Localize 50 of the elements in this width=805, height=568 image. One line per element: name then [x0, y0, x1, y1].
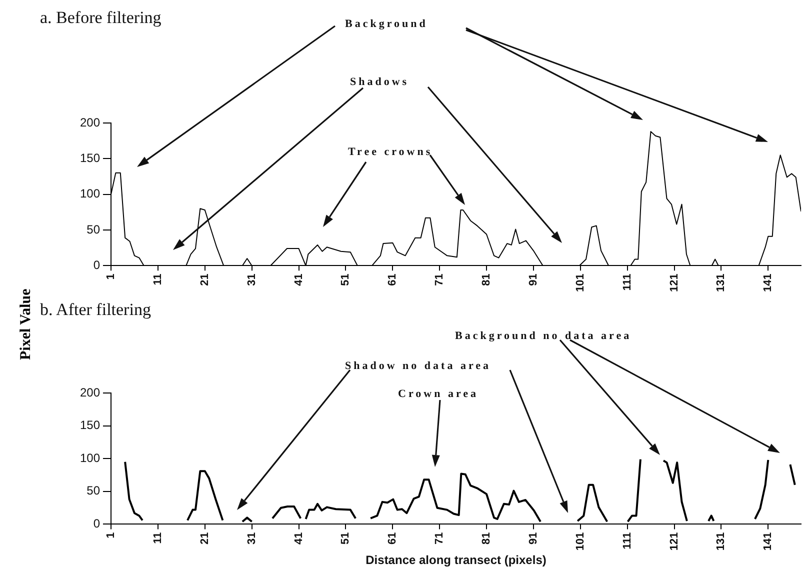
y-tick-label: 0: [93, 516, 100, 531]
y-tick-label: 150: [80, 418, 100, 432]
x-tick-label: 131: [715, 274, 728, 292]
x-tick-label: 71: [434, 532, 446, 544]
x-tick-label: 101: [574, 274, 586, 292]
y-tick-label: 100: [80, 186, 100, 201]
x-tick-label: 11: [152, 532, 164, 544]
x-tick-label: 91: [527, 274, 540, 286]
x-tick-label: 41: [292, 532, 305, 544]
x-axis-title: Distance along transect (pixels): [366, 553, 546, 568]
chart-title: b. After filtering: [40, 300, 151, 320]
x-tick-label: 121: [668, 532, 680, 551]
x-tick-label: 141: [762, 274, 774, 292]
y-tick-label: 200: [80, 115, 100, 130]
x-tick-label: 1: [105, 532, 118, 538]
x-tick-label: 101: [574, 532, 586, 551]
x-tick-label: 11: [152, 274, 164, 286]
x-tick-label: 71: [434, 274, 446, 286]
y-tick-label: 150: [80, 150, 100, 165]
text: Background: [345, 18, 428, 30]
x-tick-label: 51: [340, 274, 352, 286]
y-tick-label: 50: [86, 222, 100, 236]
x-tick-label: 111: [621, 274, 634, 291]
x-tick-label: 141: [762, 532, 774, 551]
y-tick-label: 50: [86, 484, 100, 498]
x-tick-label: 81: [480, 274, 493, 286]
x-tick-label: 1: [105, 274, 118, 280]
x-tick-label: 31: [246, 532, 258, 544]
x-tick-label: 21: [198, 532, 211, 544]
y-tick-label: 100: [80, 450, 100, 465]
x-tick-label: 21: [198, 274, 211, 286]
x-tick-label: 111: [621, 532, 634, 550]
x-tick-label: 31: [246, 274, 258, 286]
x-tick-label: 131: [715, 532, 728, 551]
y-axis-title: Pixel Value: [18, 288, 35, 360]
x-tick-label: 121: [668, 274, 680, 292]
text: Background no data area: [455, 330, 632, 342]
y-tick-label: 0: [93, 258, 100, 272]
text: Shadows: [350, 76, 410, 88]
x-tick-label: 61: [386, 274, 399, 286]
y-tick-label: 200: [80, 385, 100, 400]
x-tick-label: 61: [386, 532, 399, 544]
x-tick-label: 41: [292, 274, 305, 286]
chart-title: a. Before filtering: [40, 8, 162, 28]
x-tick-label: 91: [527, 532, 540, 544]
annotation: Tree crowns: [348, 146, 433, 158]
x-tick-label: 81: [480, 532, 493, 544]
annotation: Crown area: [398, 388, 479, 400]
x-tick-label: 51: [340, 532, 352, 544]
text: Shadow no data area: [345, 360, 492, 372]
